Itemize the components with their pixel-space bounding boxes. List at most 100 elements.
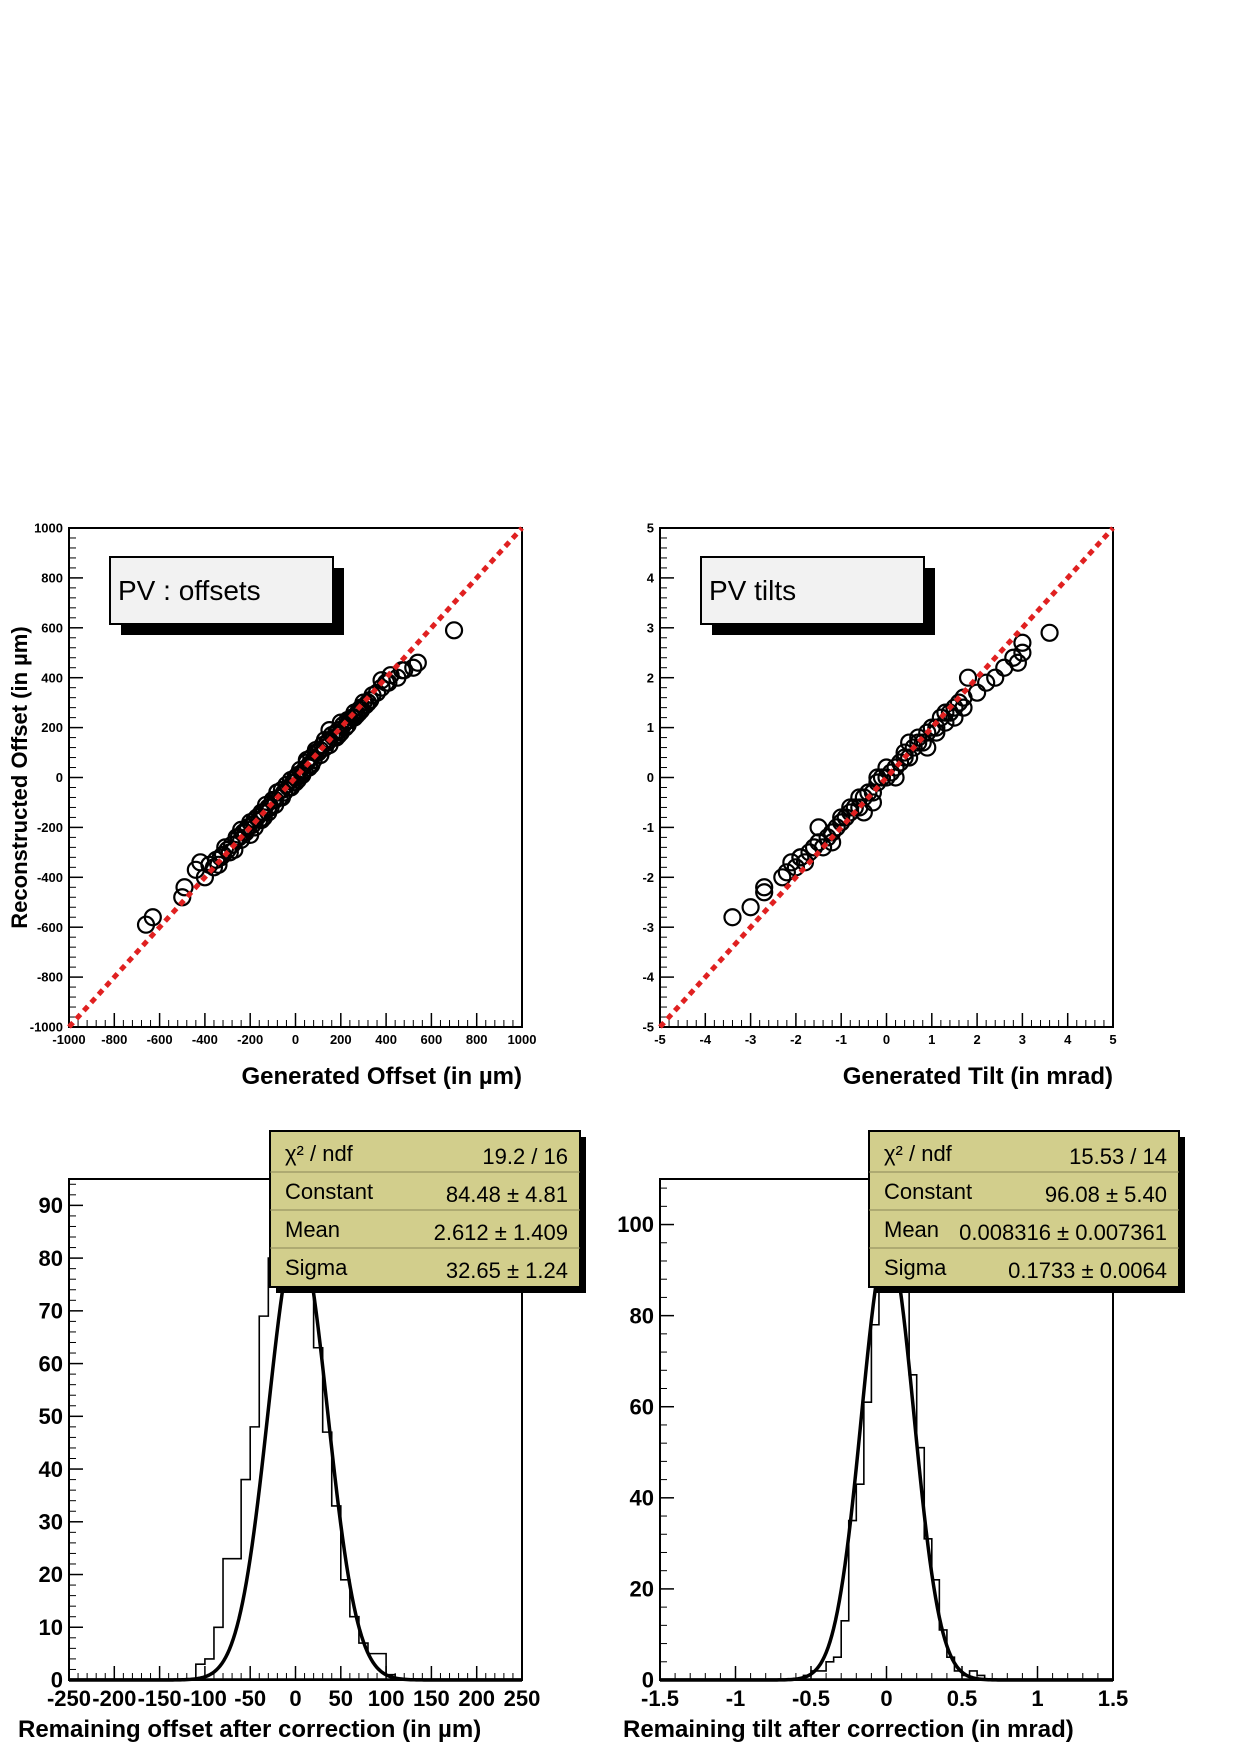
x-tick-label: -0.5: [792, 1686, 830, 1711]
data-point: [299, 758, 319, 777]
x-tick-label: -1000: [52, 1032, 85, 1047]
stats-row-label: Mean: [884, 1217, 939, 1242]
y-tick-label: 2: [647, 670, 654, 685]
x-tick-label: 600: [421, 1032, 443, 1047]
gaussian-fit-curve: [660, 1240, 1113, 1682]
stats-row-value: 19.2 / 16: [482, 1144, 568, 1169]
data-point: [958, 668, 978, 687]
x-tick-label: -4: [700, 1032, 712, 1047]
x-tick-label: 200: [330, 1032, 352, 1047]
data-point: [813, 838, 833, 857]
y-tick-label: -1000: [30, 1020, 63, 1035]
y-tick-label: 600: [41, 620, 63, 635]
y-tick-label: 20: [39, 1562, 63, 1587]
y-tick-label: 0: [51, 1668, 63, 1693]
data-point: [777, 863, 796, 882]
y-tick-label: -4: [642, 970, 654, 985]
y-tick-label: 70: [39, 1299, 63, 1324]
y-tick-label: 60: [630, 1394, 654, 1419]
data-point: [372, 671, 391, 690]
data-point: [954, 698, 973, 717]
stats-row-value: 15.53 / 14: [1069, 1144, 1167, 1169]
stats-row-label: Constant: [884, 1179, 972, 1204]
stats-row-value: 0.008316 ± 0.007361: [959, 1220, 1167, 1245]
x-tick-label: 1: [1031, 1686, 1043, 1711]
y-tick-label: 4: [647, 570, 655, 585]
y-tick-label: 50: [39, 1404, 63, 1429]
data-point: [175, 878, 194, 897]
data-point: [836, 808, 855, 827]
y-tick-label: 20: [630, 1577, 654, 1602]
stats-row-label: Mean: [285, 1217, 340, 1242]
data-point: [832, 808, 851, 827]
data-point: [877, 768, 896, 787]
x-tick-label: -2: [790, 1032, 802, 1047]
x-tick-label: 3: [1019, 1032, 1026, 1047]
data-point: [254, 808, 273, 827]
x-tick-label: -100: [183, 1686, 227, 1711]
y-tick-label: -400: [37, 870, 63, 885]
chart-panel-2: -5 -4 -3 -2 -1 0 1 2 3 4 5 -5 -4 -3 -2 -1 0 1 2 3 4 5 Generate…: [642, 521, 1116, 1090]
reference-line: [658, 526, 1115, 1029]
y-tick-label: 100: [617, 1212, 654, 1237]
y-tick-label: 40: [39, 1457, 63, 1482]
x-axis-label: Remaining tilt after correction (in mrad…: [623, 1716, 1074, 1743]
stats-row-value: 32.65 ± 1.24: [446, 1258, 568, 1283]
x-axis-label: Generated Tilt (in mrad): [843, 1063, 1113, 1090]
y-tick-label: 400: [41, 670, 63, 685]
x-tick-label: -1.5: [641, 1686, 679, 1711]
stats-box-background: [868, 1130, 1180, 1288]
legend-box-text: PV : offsets: [118, 575, 261, 606]
y-tick-label: 3: [647, 620, 654, 635]
y-tick-label: 90: [39, 1193, 63, 1218]
data-point: [1004, 648, 1023, 667]
histogram-bars: [802, 1228, 993, 1681]
data-point: [297, 750, 316, 770]
x-tick-label: 0: [289, 1686, 301, 1711]
y-tick-label: -3: [642, 920, 654, 935]
data-point: [895, 743, 914, 762]
scatter-points: [136, 621, 464, 934]
data-point: [886, 768, 905, 787]
y-tick-label: 10: [39, 1615, 63, 1640]
x-tick-label: 1000: [508, 1032, 537, 1047]
gaussian-fit-curve: [69, 1232, 522, 1682]
stats-row-label: Sigma: [285, 1255, 348, 1280]
data-point: [859, 783, 878, 802]
y-tick-label: 30: [39, 1509, 63, 1534]
x-tick-label: 5: [1109, 1032, 1116, 1047]
data-point: [143, 908, 162, 927]
x-tick-label: 150: [413, 1686, 450, 1711]
x-tick-label: -200: [92, 1686, 136, 1711]
chart-panel-4: -1.5 -1 -0.5 0 0.5 1 1.5 0 20 40 60 80 100 Remaining …: [617, 1130, 1185, 1743]
data-point: [782, 853, 801, 872]
y-tick-label: 80: [630, 1303, 654, 1328]
data-point: [361, 691, 380, 710]
x-tick-label: 1.5: [1098, 1686, 1129, 1711]
data-point: [1013, 643, 1032, 662]
stats-box-background: [269, 1130, 581, 1288]
data-point: [877, 758, 896, 777]
x-tick-label: -1: [835, 1032, 847, 1047]
reference-line: [67, 526, 524, 1029]
x-tick-label: -400: [192, 1032, 218, 1047]
x-tick-label: 50: [329, 1686, 353, 1711]
data-point: [338, 716, 357, 735]
data-point: [723, 908, 742, 927]
data-point: [804, 838, 824, 857]
legend-box-text: PV tilts: [709, 575, 796, 606]
data-point: [755, 878, 774, 897]
data-point: [404, 658, 423, 677]
x-tick-label: 2: [973, 1032, 980, 1047]
data-point: [195, 868, 214, 887]
data-point: [977, 673, 996, 692]
chart-panel-1: -1000 -800 -600 -400 -200 0 200 400 600 800 1000 -1…: [7, 521, 536, 1090]
data-point: [741, 898, 760, 917]
stats-row-label: Constant: [285, 1179, 373, 1204]
data-point: [1013, 633, 1032, 652]
data-point: [444, 621, 464, 640]
data-point: [809, 818, 828, 837]
y-tick-label: 0: [56, 770, 63, 785]
x-tick-label: 800: [466, 1032, 488, 1047]
